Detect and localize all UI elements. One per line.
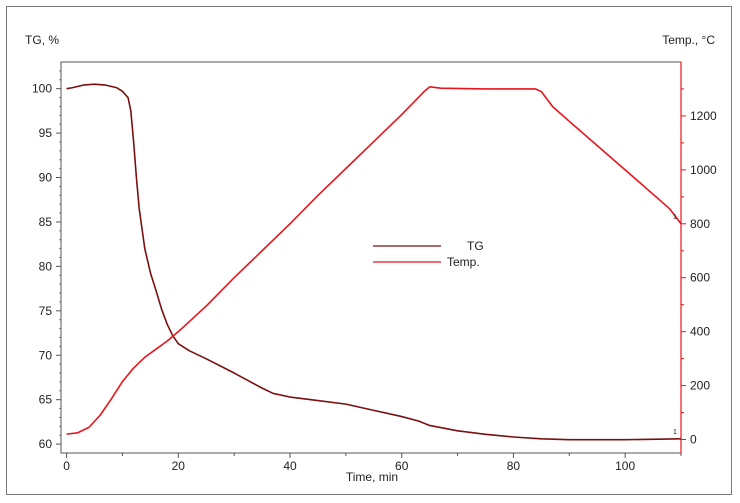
- y-right-tick-label: 400: [690, 325, 710, 339]
- y-left-tick-label: 65: [39, 393, 53, 407]
- y-right-tick-label: 200: [690, 379, 710, 393]
- legend-label-temp: Temp.: [447, 255, 480, 269]
- legend-label-tg: TG: [467, 239, 484, 253]
- x-tick-label: 80: [507, 459, 521, 473]
- y-left-axis-label: TG, %: [25, 33, 59, 47]
- x-tick-label: 40: [283, 459, 297, 473]
- y-left-tick-label: 90: [39, 171, 53, 185]
- y-left-tick-label: 80: [39, 259, 53, 273]
- chart-frame: [6, 6, 732, 495]
- x-tick-label: 20: [172, 459, 186, 473]
- temp-end-marker: 1: [673, 214, 677, 221]
- tg-series-line: [66, 83, 682, 441]
- x-tick-label: 0: [63, 459, 70, 473]
- y-right-axis-label: Temp., °C: [662, 33, 715, 47]
- tg-end-marker: 1: [673, 429, 677, 436]
- legend: TG Temp.: [373, 239, 484, 269]
- y-right-tick-label: 600: [690, 271, 710, 285]
- y-left-tick-label: 95: [39, 126, 53, 140]
- y-left-tick-label: 70: [39, 348, 53, 362]
- x-tick-label: 100: [615, 459, 635, 473]
- y-right-tick-label: 800: [690, 217, 710, 231]
- y-right-tick-label: 1200: [690, 109, 717, 123]
- y-left-tick-label: 85: [39, 215, 53, 229]
- temp-series-line: [66, 86, 682, 435]
- x-tick-label: 60: [395, 459, 409, 473]
- x-axis-label: Time, min: [346, 470, 398, 484]
- y-right-tick-label: 1000: [690, 163, 717, 177]
- plot-area: [60, 61, 682, 454]
- y-left-tick-label: 100: [32, 82, 52, 96]
- y-left-tick-label: 60: [39, 437, 53, 451]
- y-left-tick-label: 75: [39, 304, 53, 318]
- y-right-tick-label: 0: [690, 433, 697, 447]
